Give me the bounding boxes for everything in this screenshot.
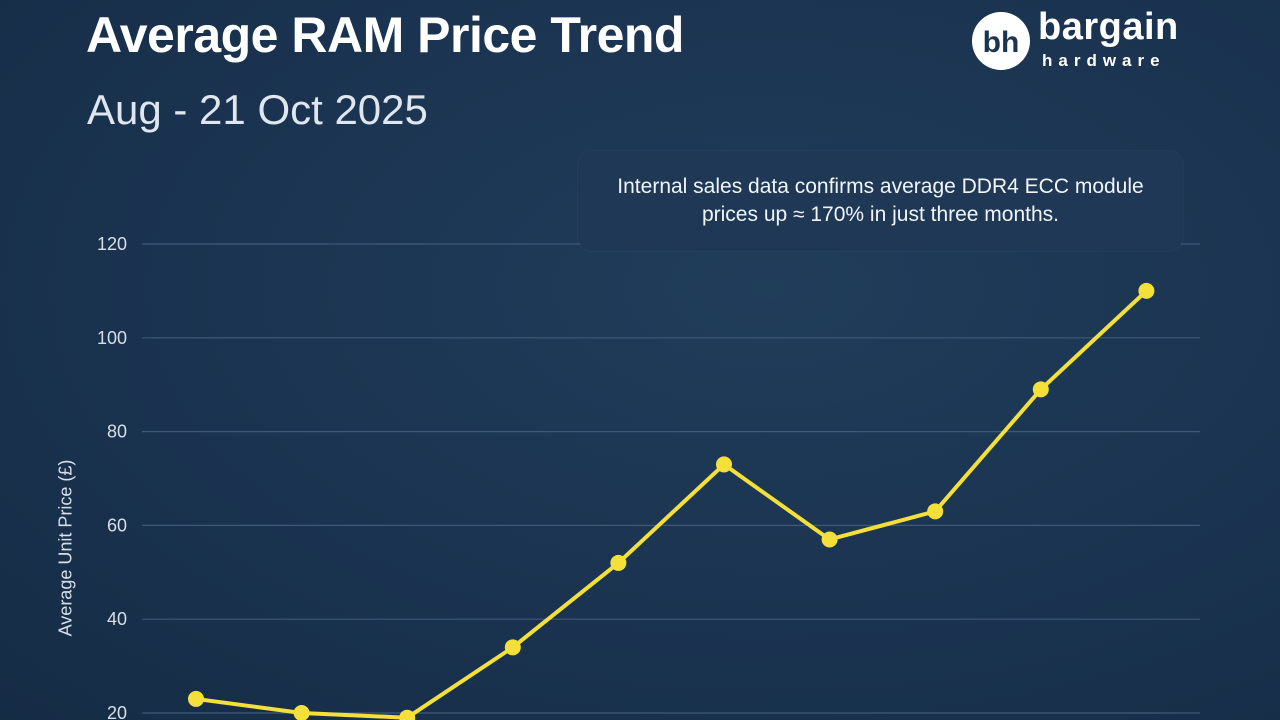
y-tick-label: 20 (107, 703, 127, 720)
brand-logo: bh bargain hardware (970, 6, 1200, 74)
data-point[interactable] (504, 639, 521, 656)
annotation-callout: Internal sales data confirms average DDR… (578, 151, 1183, 251)
y-tick-label: 120 (97, 234, 127, 254)
data-point[interactable] (927, 503, 944, 520)
annotation-text: Internal sales data confirms average DDR… (617, 175, 1144, 226)
data-point[interactable] (399, 709, 416, 720)
y-tick-label: 80 (107, 422, 127, 442)
series-group (188, 282, 1155, 720)
y-axis-ticks: 20 40 60 80 100 120 (97, 234, 127, 720)
chart-title: Average RAM Price Trend (86, 7, 684, 63)
data-point[interactable] (1032, 381, 1049, 398)
data-point[interactable] (716, 456, 732, 473)
data-point[interactable] (1138, 282, 1155, 299)
chart-subtitle: Aug - 21 Oct 2025 (87, 86, 428, 133)
data-point[interactable] (188, 690, 204, 707)
logo-name: bargain (1038, 6, 1179, 48)
gridlines (142, 243, 1200, 714)
logo-mark-text: bh (983, 26, 1020, 59)
y-tick-label: 40 (107, 609, 127, 629)
logo-tagline: hardware (1042, 51, 1166, 70)
data-point[interactable] (293, 705, 310, 720)
y-tick-label: 100 (97, 328, 127, 348)
bh-logo-icon: bh (972, 12, 1030, 70)
data-point[interactable] (821, 531, 838, 548)
series-line (195, 289, 1148, 720)
y-axis-label: Average Unit Price (£) (55, 459, 76, 637)
data-point[interactable] (610, 554, 627, 571)
y-tick-label: 60 (107, 515, 127, 535)
